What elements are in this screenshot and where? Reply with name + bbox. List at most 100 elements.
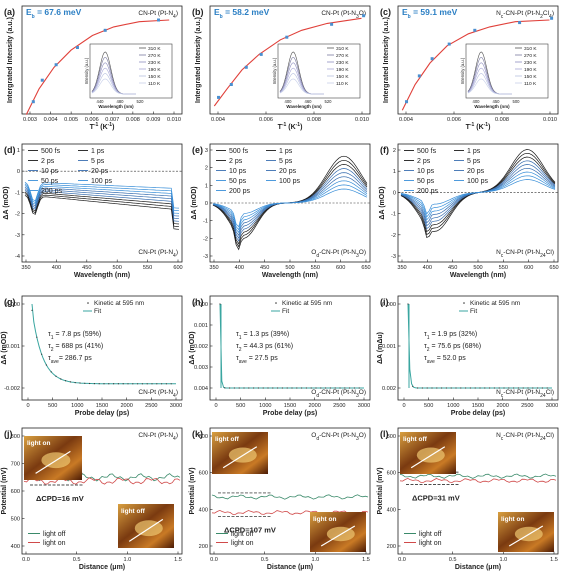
data-point	[219, 303, 221, 305]
sample-name: Nc-CN-Pt (Pt-N24Cl)	[496, 389, 554, 399]
label-part: -1	[296, 122, 301, 128]
x-tick-label: 400	[423, 265, 432, 271]
data-point	[229, 387, 231, 389]
label-part: Cl	[546, 432, 553, 439]
y-tick-label: 400	[387, 507, 396, 513]
x-tick-label: 0.006	[447, 117, 461, 123]
x-tick-label: 400	[52, 265, 61, 271]
y-tick-label: 3	[205, 148, 208, 154]
tau1: τ1 = 7.8 ps (59%)	[48, 331, 101, 341]
x-axis-label: Probe delay (ps)	[75, 410, 129, 417]
data-point	[353, 387, 355, 389]
label-part: 2	[540, 14, 543, 20]
pl-panel-frame	[21, 5, 183, 115]
label-part: -CN-Pt (Pt-N	[319, 249, 356, 256]
y-tick-label: 1	[393, 169, 396, 175]
y-tick-label: 600	[199, 471, 208, 477]
ta-curve	[24, 185, 180, 214]
label-part: E	[214, 7, 220, 17]
sample-name: Od-CN-Pt (Pt-N3O)	[311, 389, 366, 399]
data-point	[103, 383, 105, 385]
x-tick-label: 1500	[472, 403, 484, 409]
x-tick-label: 450	[260, 265, 269, 271]
x-tick-label: 3000	[170, 403, 182, 409]
data-point	[89, 382, 91, 385]
legend-entry: 200 ps	[41, 188, 63, 195]
y-tick-label: 0	[205, 201, 208, 207]
tau-ave: τave= 286.7 ps	[48, 355, 92, 365]
kpfm-panel-frame	[209, 427, 371, 555]
data-point	[75, 46, 79, 50]
label-part: O)	[359, 432, 366, 439]
legend-marker	[275, 302, 277, 304]
data-point	[122, 383, 124, 385]
label-part: = 688 ps (41%)	[54, 343, 104, 350]
data-point	[127, 383, 129, 385]
afm-label: light on	[501, 516, 524, 523]
x-tick-label: 1.5	[550, 557, 558, 563]
y-tick-label: -2	[391, 233, 396, 239]
y-axis-label: ΔA (mOD)	[3, 186, 10, 219]
label-part: )	[552, 10, 554, 17]
ta-curve	[24, 188, 180, 220]
x-tick-label: 1.5	[174, 557, 182, 563]
label-part: (K	[286, 124, 295, 131]
y-tick-label: 200	[199, 544, 208, 550]
x-axis-label: T-1 (K-1)	[90, 122, 115, 131]
label-part: )	[176, 432, 178, 439]
y-axis-label: ΔA (mOD)	[1, 331, 8, 364]
x-tick-label: 0	[214, 403, 217, 409]
y-tick-label: -3	[203, 254, 208, 260]
legend-entry: 5 ps	[91, 158, 105, 165]
legend-entry: 20 ps	[279, 168, 297, 175]
legend-entry: Fit	[282, 308, 289, 315]
legend-entry: 310 K	[336, 46, 349, 52]
inset-tick-label: 400	[473, 99, 481, 104]
data-point	[518, 21, 522, 25]
x-axis-label: Wavelength (nm)	[74, 272, 130, 279]
y-axis-label: ΔA (mOD)	[189, 331, 196, 364]
y-tick-label: -2	[203, 236, 208, 242]
y-tick-label: 0	[393, 190, 396, 196]
y-tick-label: -2	[15, 212, 20, 218]
x-tick-label: 2500	[333, 403, 345, 409]
inset-y-label: Intensity (a.u.)	[460, 57, 465, 84]
legend-entry: 270 K	[524, 53, 537, 59]
ta-curve	[24, 186, 180, 217]
data-point	[132, 383, 134, 385]
x-tick-label: 0.008	[307, 117, 321, 123]
legend-entry: Fit	[94, 308, 101, 315]
x-tick-label: 0.006	[259, 117, 273, 123]
data-point	[349, 387, 351, 389]
panel-letter: (l)	[380, 429, 389, 439]
legend-entry: 500 fs	[41, 148, 61, 155]
label-part: (K	[474, 124, 483, 131]
x-tick-label: 350	[209, 265, 218, 271]
y-axis-label: Potential (mV)	[189, 467, 196, 514]
inset-tick-label: 480	[117, 99, 125, 104]
x-tick-label: 0.004	[399, 117, 413, 123]
legend-entry: 2 ps	[417, 158, 431, 165]
data-point	[436, 387, 438, 389]
inset-tick-label: 450	[493, 99, 501, 104]
y-tick-label: 0.004	[194, 386, 208, 392]
data-point	[98, 383, 100, 385]
label-part: O)	[359, 389, 366, 396]
y-tick-label: 0.000	[382, 302, 396, 308]
x-tick-label: 2000	[120, 403, 132, 409]
binding-energy: Eb = 59.1 meV	[402, 7, 458, 20]
scan-line	[35, 450, 71, 474]
panel-letter: (b)	[192, 7, 204, 17]
panel-letter: (k)	[192, 429, 203, 439]
data-point	[229, 83, 233, 86]
sample-name: CN-Pt (Pt-N4)	[138, 249, 178, 259]
data-point	[450, 387, 452, 389]
label-part: = 7.8 ps (59%)	[54, 331, 102, 338]
data-point	[445, 387, 447, 389]
ta-panel-frame	[21, 143, 183, 263]
ta-curve	[24, 193, 180, 228]
data-point	[50, 371, 52, 373]
label-part: -CN-Pt (Pt-N	[503, 432, 540, 439]
legend-entry: 100 ps	[467, 178, 489, 185]
data-point	[513, 387, 515, 389]
